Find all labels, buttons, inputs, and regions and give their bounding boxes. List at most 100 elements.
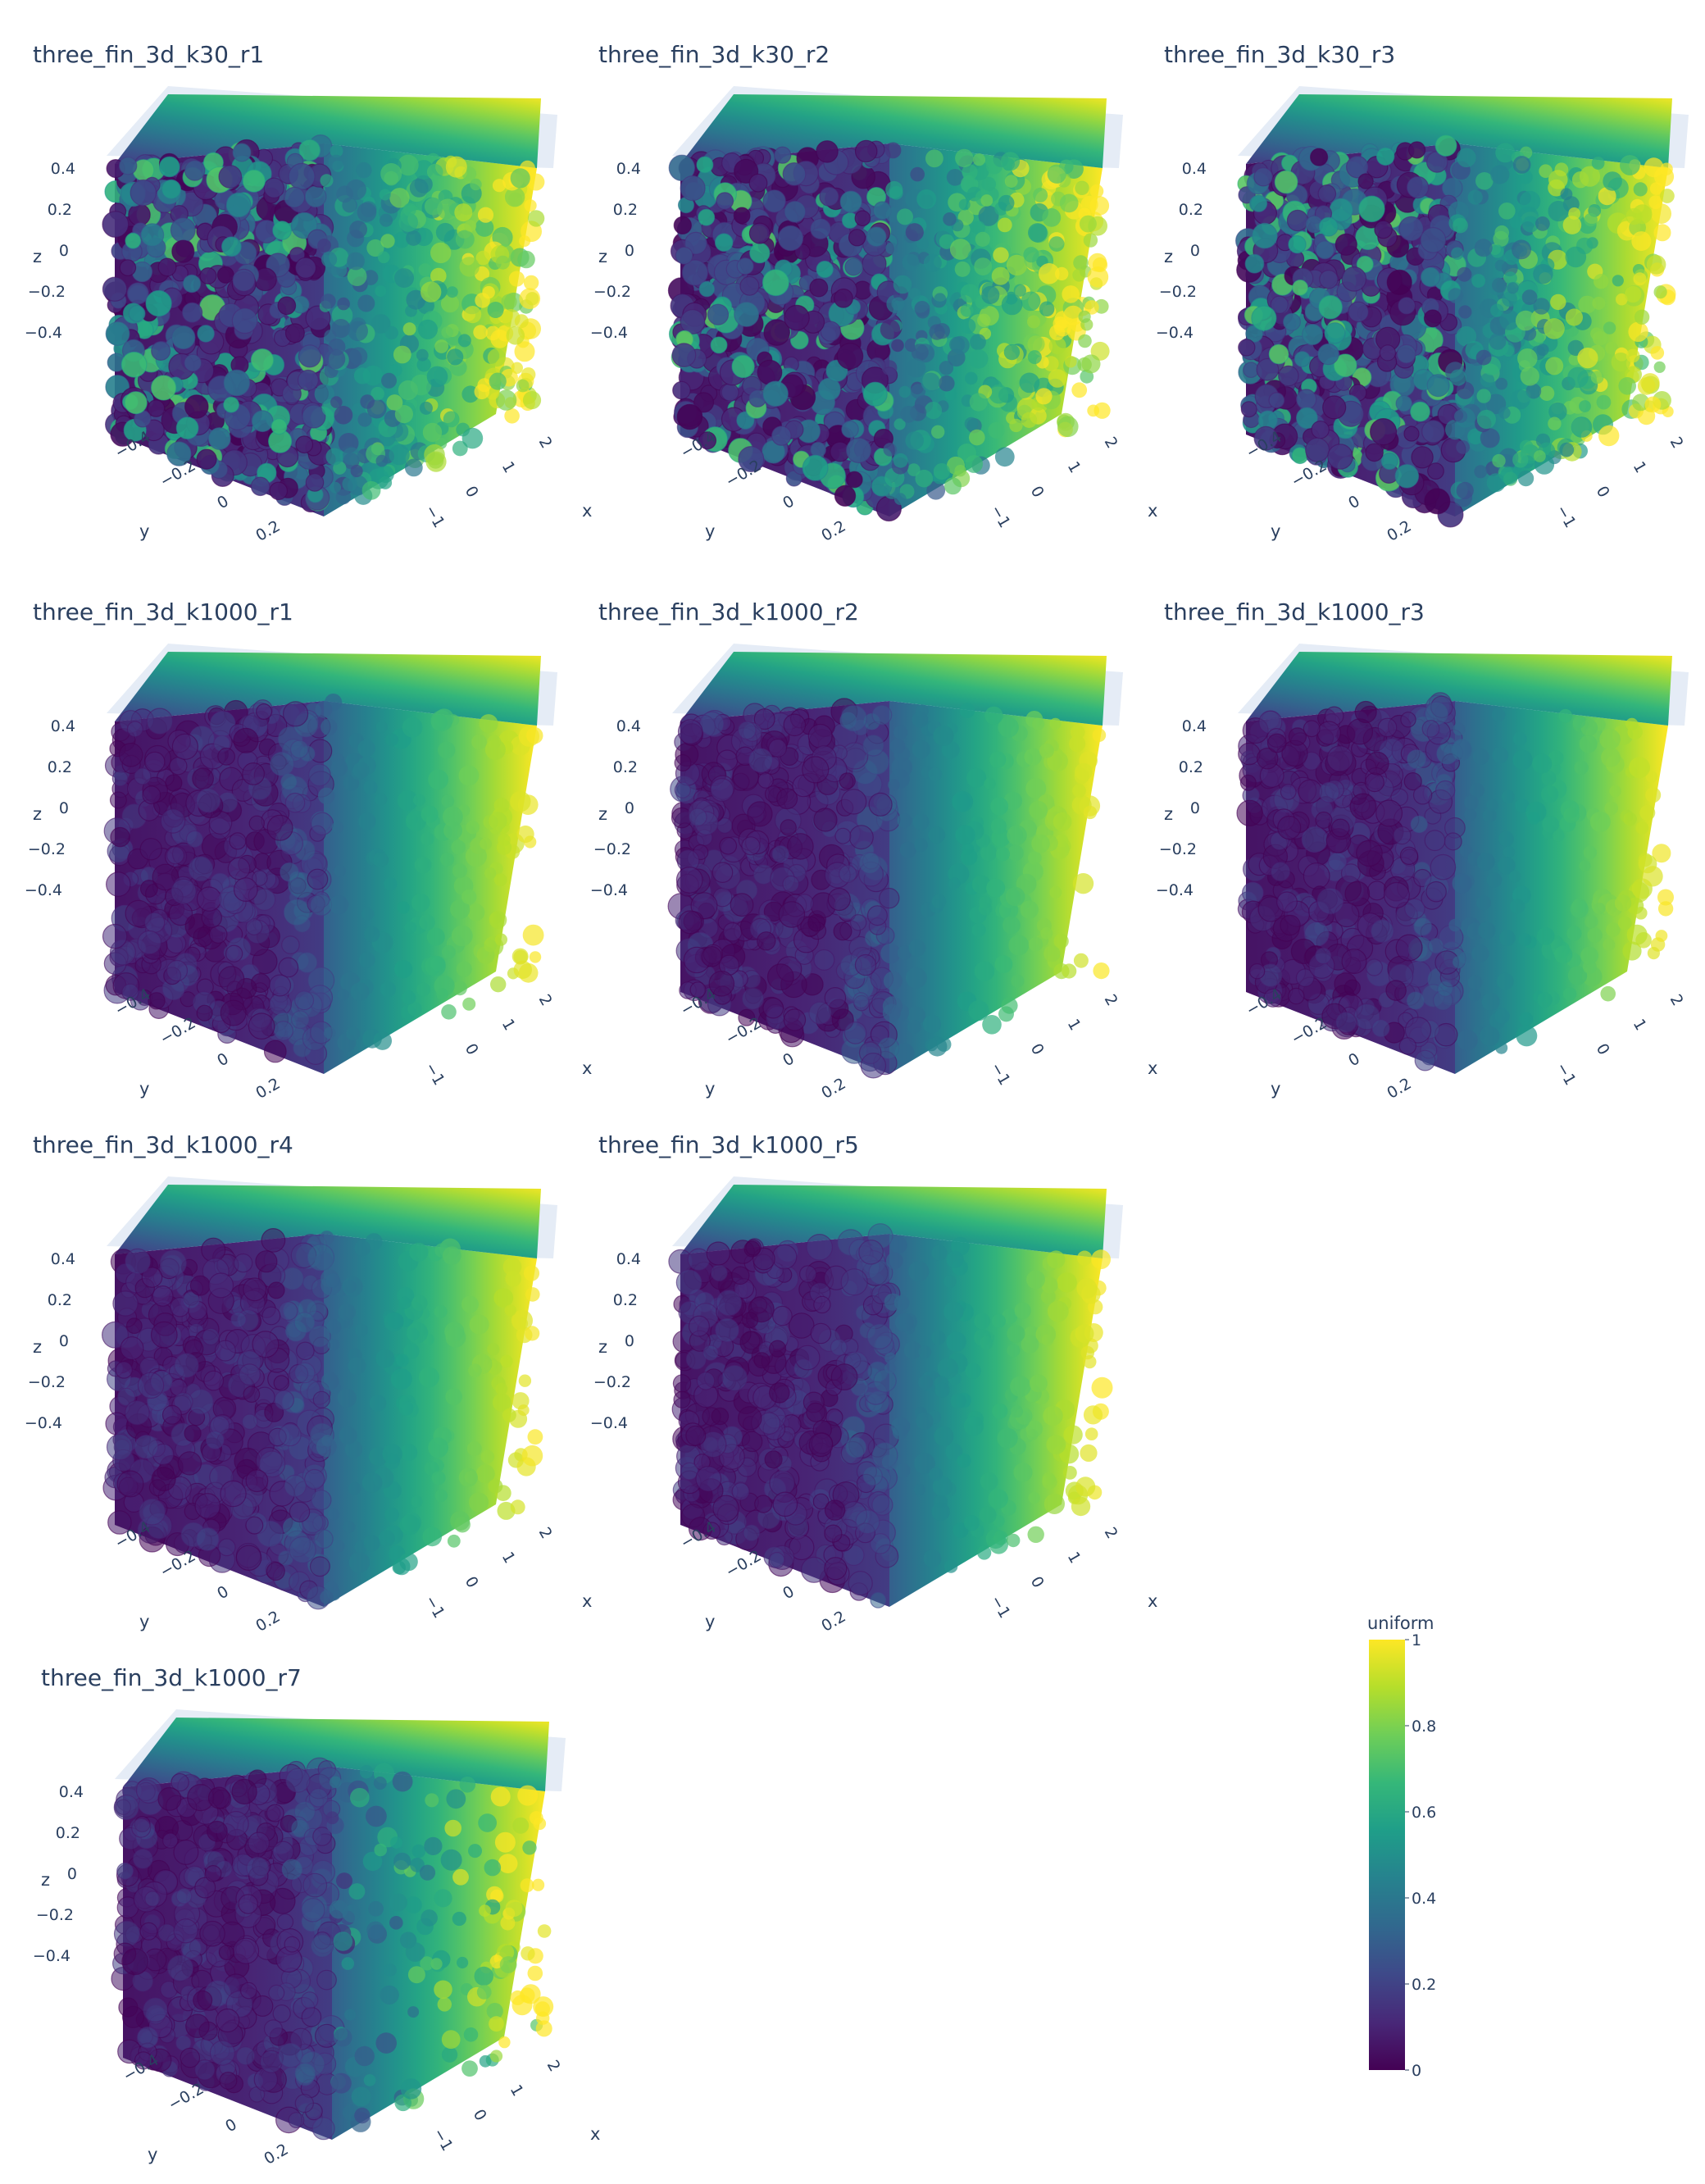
scatter-point	[479, 714, 498, 734]
scatter-point	[343, 1280, 357, 1294]
x-tick-label: 0	[461, 1040, 482, 1058]
scatter-point	[852, 992, 870, 1008]
scatter-point	[881, 360, 898, 375]
y-tick-label: 0.2	[818, 517, 848, 545]
scatter-point	[402, 990, 416, 1005]
scatter-point	[325, 448, 343, 466]
x-tick-label: 2	[1666, 434, 1687, 451]
scatter-point	[384, 325, 398, 340]
scatter-point	[1585, 915, 1598, 929]
scatter-point	[1249, 194, 1268, 212]
scatter-point	[1385, 980, 1407, 1001]
scatter-point	[245, 1516, 264, 1535]
scatter-point	[1317, 343, 1339, 366]
scatter-point	[1527, 812, 1540, 825]
scatter-point	[827, 887, 851, 912]
x-tick-label: 1	[498, 458, 519, 475]
scatter-point	[134, 1435, 159, 1459]
scatter-point	[1508, 870, 1521, 883]
scatter-point	[870, 1591, 887, 1608]
scatter-point	[245, 1469, 269, 1493]
scatter-point	[487, 348, 507, 367]
scatter-point	[1532, 753, 1553, 774]
scatter-point	[884, 142, 902, 159]
scatter-point	[1071, 382, 1088, 398]
scatter-point	[891, 297, 905, 311]
scatter-point	[882, 1003, 901, 1022]
scatter-point	[273, 1375, 289, 1391]
scatter-point	[951, 335, 970, 355]
scatter-point	[868, 792, 893, 817]
scatter-point	[696, 156, 714, 174]
scatter-point	[782, 162, 807, 186]
scatter-point	[1327, 852, 1348, 871]
scatter-point	[111, 770, 129, 787]
scatter-point	[452, 863, 467, 879]
scatter-point	[1579, 860, 1591, 872]
z-tick-label: −0.2	[28, 1373, 66, 1391]
x-tick-label: 1	[1630, 1016, 1650, 1033]
scatter-point	[809, 278, 829, 298]
scatter-point	[927, 1036, 948, 1057]
scatter-point	[1048, 369, 1067, 388]
scatter-point	[955, 825, 975, 845]
scatter-point	[232, 143, 252, 162]
scatter-point	[971, 922, 986, 937]
scatter-point	[1031, 834, 1050, 853]
scatter-point	[214, 1340, 236, 1362]
scatter-point	[284, 899, 311, 926]
y-tick-label: 0.2	[252, 517, 283, 545]
scatter-point	[1603, 938, 1616, 951]
scatter-point	[331, 319, 351, 339]
y-tick-label: 0	[1345, 492, 1362, 512]
y-tick-label: 0.2	[252, 1075, 283, 1103]
scatter-point	[905, 223, 924, 242]
scatter-point	[1316, 721, 1341, 745]
scatter-point	[1314, 947, 1332, 965]
scatter-point	[357, 412, 372, 427]
scatter-point	[459, 257, 480, 277]
scatter-point	[360, 394, 375, 409]
scatter-point	[1550, 293, 1566, 311]
scatter-point	[328, 338, 346, 356]
scatter-point	[1365, 443, 1384, 462]
scatter-point	[1236, 799, 1263, 827]
scatter-point	[250, 348, 275, 372]
scatter-point	[1600, 985, 1616, 1002]
scatter-point	[324, 1026, 336, 1040]
scatter-point	[506, 326, 525, 345]
scatter-point	[350, 464, 363, 478]
scatter-point	[1410, 401, 1430, 422]
scatter-point	[1027, 335, 1045, 353]
scatter-point	[1464, 795, 1479, 810]
scatter-point	[473, 325, 488, 340]
scatter-point	[1494, 259, 1507, 271]
scatter-point	[377, 251, 390, 264]
scatter-point	[784, 200, 807, 223]
y-tick-label: 0.2	[818, 1075, 848, 1103]
scatter-point	[1294, 351, 1311, 367]
scatter-point	[1083, 805, 1098, 820]
scatter-point	[296, 1341, 315, 1361]
scatter-point	[730, 893, 754, 917]
scatter-point	[517, 250, 535, 269]
scatter-point	[1375, 147, 1395, 166]
scatter-point	[1507, 282, 1519, 294]
scatter-point	[1490, 165, 1510, 184]
scatter-point	[1379, 344, 1397, 362]
x-tick-label: 1	[1064, 1016, 1084, 1033]
scatter-point	[774, 146, 792, 164]
scatter-point	[170, 217, 196, 243]
scatter-point	[120, 351, 148, 378]
scatter-point	[1428, 937, 1444, 954]
scatter-point	[1562, 987, 1577, 1001]
scatter-point	[484, 867, 497, 880]
scatter-point	[900, 406, 917, 423]
scatter-point	[207, 427, 231, 450]
scatter-point	[1612, 275, 1624, 287]
scatter-point	[517, 1404, 530, 1417]
scatter-point	[885, 242, 898, 255]
scatter-point	[1298, 779, 1323, 804]
